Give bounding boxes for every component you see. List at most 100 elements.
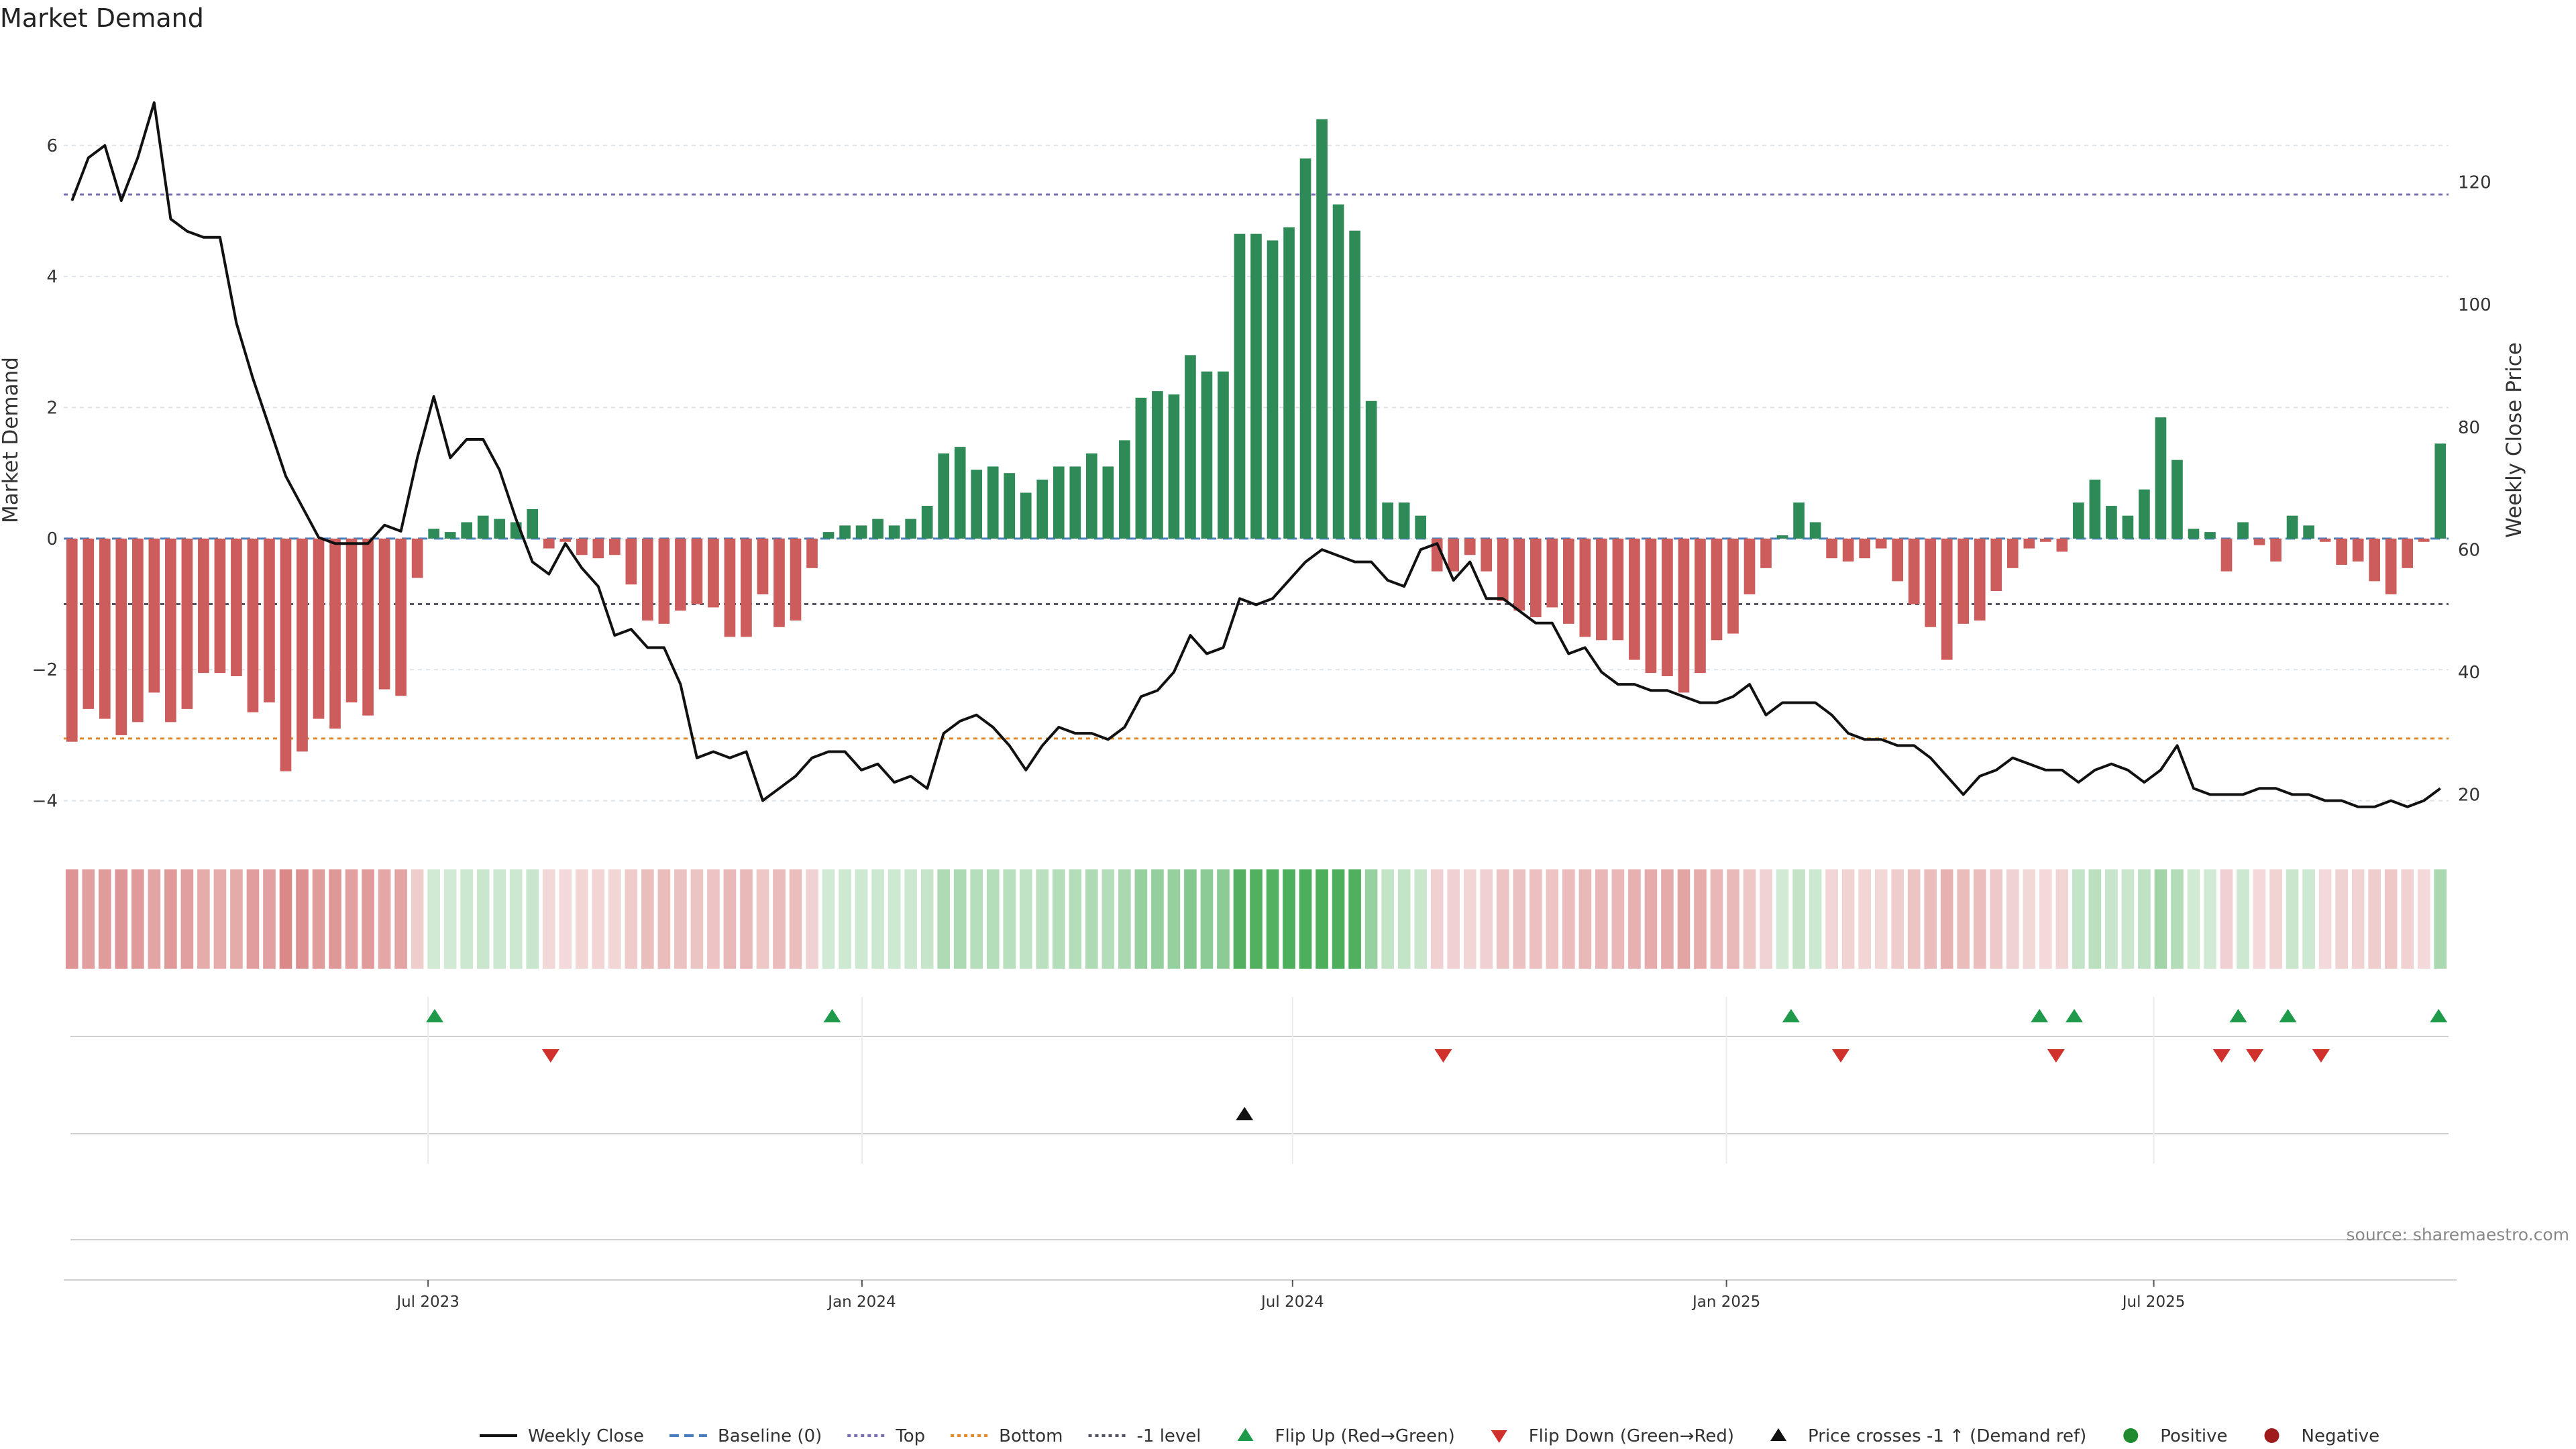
- demand-bar: [608, 538, 621, 555]
- chart-title: Market Demand: [0, 3, 204, 33]
- weekly-close-series: [70, 101, 2441, 808]
- demand-bar: [839, 525, 851, 539]
- strip-cell: [1019, 869, 1032, 969]
- demand-bar: [1085, 453, 1097, 539]
- demand-bar: [1925, 538, 1937, 627]
- strip-cell: [1480, 869, 1493, 969]
- strip-cell: [2384, 869, 2398, 969]
- strip-cell: [1069, 869, 1082, 969]
- strip-cell: [1496, 869, 1509, 969]
- strip-cell: [82, 869, 95, 969]
- legend-label: Weekly Close: [528, 1426, 644, 1446]
- strip-cell: [1151, 869, 1164, 969]
- strip-cell: [2351, 869, 2365, 969]
- strip-cell: [2039, 869, 2052, 969]
- demand-bar: [297, 538, 308, 752]
- strip-cell: [1430, 869, 1444, 969]
- demand-bar: [1481, 538, 1493, 572]
- demand-bar: [1168, 394, 1180, 539]
- flip-down-marker: [2047, 1049, 2065, 1063]
- legend-item-1-level: -1 level: [1088, 1426, 1201, 1446]
- flip-up-marker: [2065, 1009, 2084, 1022]
- demand-bar: [66, 538, 78, 742]
- strip-cell: [2286, 869, 2299, 969]
- demand-bar: [1776, 535, 1788, 539]
- strip-cell: [871, 869, 884, 969]
- flip-up-marker: [2430, 1009, 2448, 1022]
- demand-bar: [888, 525, 900, 539]
- strip-cell: [1332, 869, 1345, 969]
- event-tracks: [64, 997, 2457, 1281]
- strip-cell: [1825, 869, 1838, 969]
- x-axis: Jul 2023 Jan 2024 Jul 2024 Jan 2025 Jul 2025: [395, 1280, 2185, 1311]
- strip-cell: [2204, 869, 2216, 969]
- strip-cell: [2072, 869, 2085, 969]
- legend-label: Positive: [2160, 1426, 2227, 1446]
- demand-bar: [1365, 400, 1377, 539]
- strip-cell: [1003, 869, 1016, 969]
- strip-cell: [723, 869, 737, 969]
- strip-cell: [1677, 869, 1690, 969]
- flip-down-marker: [2246, 1049, 2264, 1063]
- strip-cell: [888, 869, 901, 969]
- demand-bar: [1069, 466, 1081, 539]
- demand-bar: [165, 538, 176, 722]
- legend-swatch: [1491, 1430, 1507, 1443]
- demand-bar: [1316, 119, 1328, 539]
- flip-down-marker: [2212, 1049, 2231, 1063]
- demand-bar: [2171, 460, 2183, 539]
- y2-tick-label: 20: [2458, 785, 2480, 805]
- demand-bar: [411, 538, 423, 578]
- strip-cell: [1694, 869, 1707, 969]
- demand-bar: [1859, 538, 1870, 559]
- demand-bar: [1218, 371, 1229, 539]
- legend-item-top: Top: [847, 1426, 925, 1446]
- demand-bar: [1513, 538, 1525, 611]
- legend-item-positive: Positive: [2123, 1426, 2228, 1446]
- demand-bar: [625, 538, 637, 585]
- strip-cell: [1990, 869, 2003, 969]
- demand-bar: [83, 538, 95, 709]
- demand-bars: [66, 119, 2447, 771]
- strip-cell: [1283, 869, 1295, 969]
- strip-cell: [148, 869, 161, 969]
- strip-cell: [230, 869, 243, 969]
- demand-bar: [921, 506, 933, 539]
- strip-cell: [246, 869, 260, 969]
- legend-item-negative: Negative: [2264, 1426, 2379, 1446]
- demand-bar: [773, 538, 785, 627]
- strip-cell: [1710, 869, 1723, 969]
- strip-cell: [1364, 869, 1378, 969]
- strip-cell: [1743, 869, 1756, 969]
- demand-bar: [1629, 538, 1640, 660]
- demand-bar: [1020, 492, 1032, 539]
- demand-bar: [1760, 538, 1772, 568]
- demand-bar: [1448, 538, 1460, 572]
- strip-cell: [1760, 869, 1772, 969]
- demand-bar: [198, 538, 209, 674]
- demand-bar: [444, 532, 456, 539]
- demand-bar: [1267, 240, 1279, 539]
- flip-down-marker: [541, 1049, 559, 1063]
- demand-bar: [2270, 538, 2282, 562]
- strip-cell: [1973, 869, 1986, 969]
- demand-bar: [1875, 538, 1887, 549]
- legend-label: Flip Up (Red→Green): [1275, 1426, 1455, 1446]
- demand-bar: [1299, 158, 1311, 539]
- strip-cell: [2318, 869, 2332, 969]
- x-tick-label: Jan 2024: [826, 1293, 896, 1311]
- y-tick-label: −2: [32, 660, 58, 680]
- demand-bar: [2139, 489, 2150, 539]
- demand-bar: [362, 538, 374, 716]
- strip-cell: [592, 869, 605, 969]
- legend-swatch: [2264, 1428, 2279, 1443]
- demand-bar: [1809, 522, 1821, 539]
- demand-bar: [2385, 538, 2397, 594]
- demand-bar: [1415, 515, 1427, 539]
- strip-cell: [608, 869, 621, 969]
- strip-cell: [1463, 869, 1477, 969]
- strip-cell: [855, 869, 868, 969]
- demand-bar: [724, 538, 736, 637]
- demand-bar: [378, 538, 390, 690]
- demand-bar: [280, 538, 292, 771]
